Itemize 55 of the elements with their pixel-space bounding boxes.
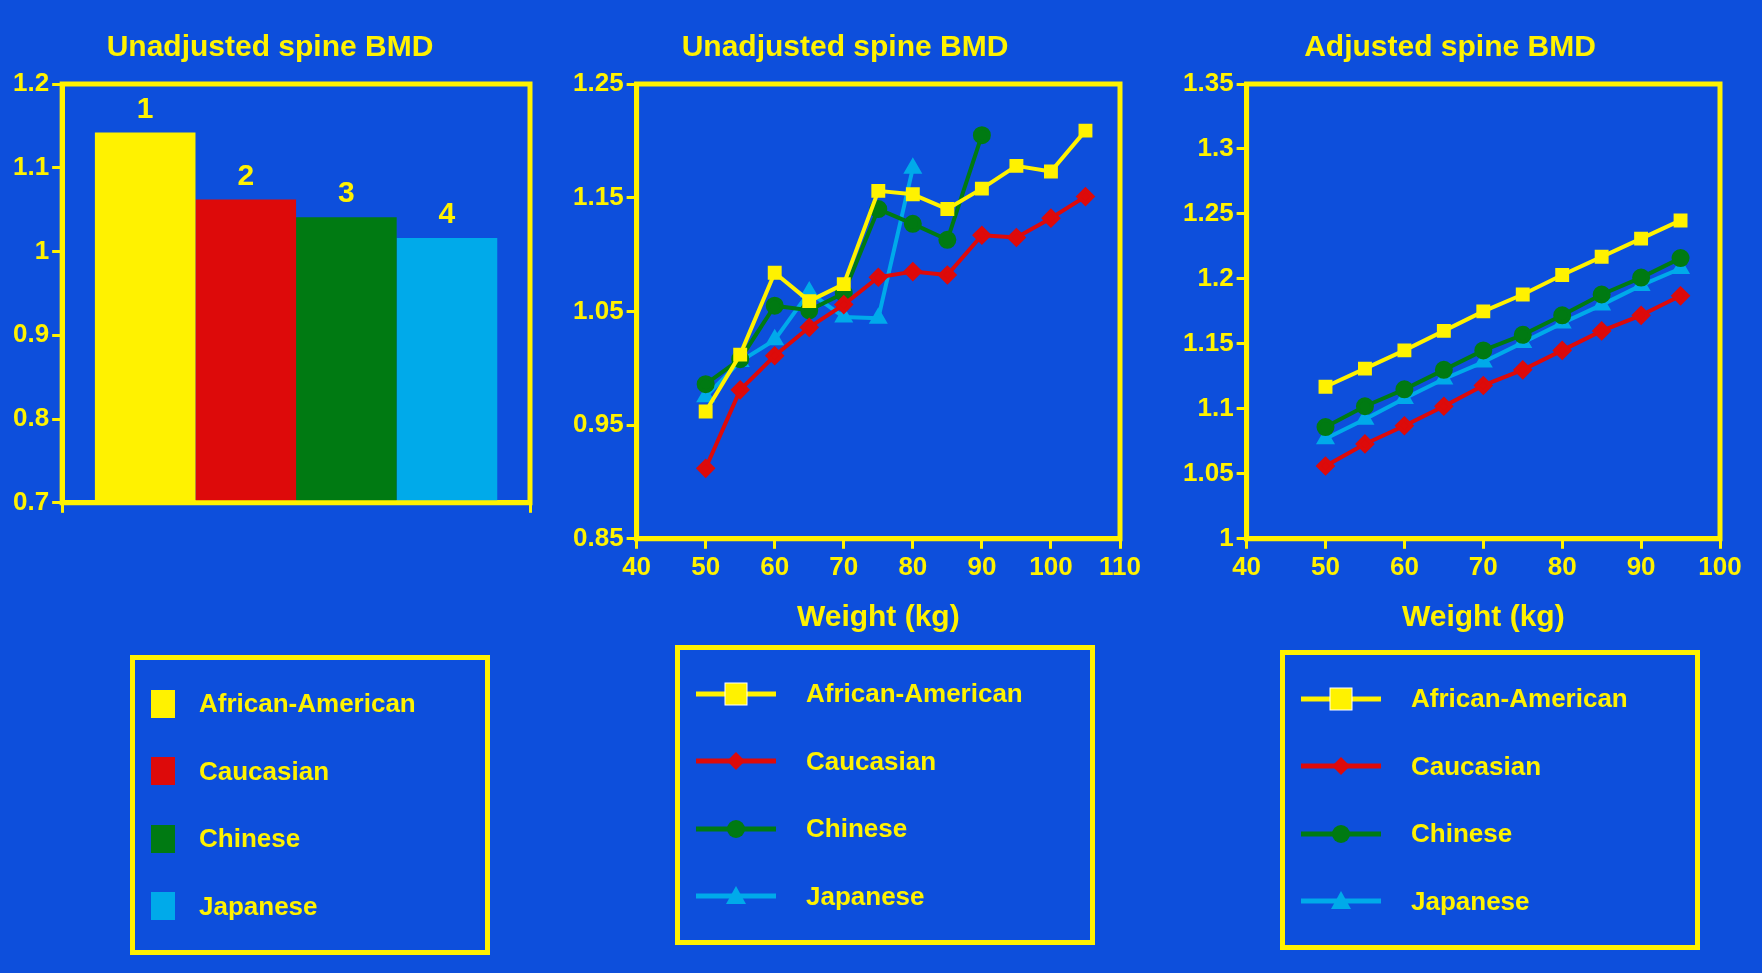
y-tick-label: 1.15: [1182, 327, 1234, 358]
legend-label: Caucasian: [199, 755, 330, 787]
x-axis-title: Weight (kg): [796, 599, 960, 633]
x-tick-label: 90: [1626, 550, 1656, 581]
legend-label: Chinese: [1411, 818, 1513, 850]
x-tick-label: 90: [967, 550, 997, 581]
legend-label: Caucasian: [806, 745, 937, 777]
x-tick-label: 60: [1389, 550, 1419, 581]
x-tick-label: 100: [1698, 550, 1742, 581]
legend-label: African-American: [806, 678, 1023, 710]
y-tick-label: 1.25: [1182, 197, 1234, 228]
x-tick-label: 80: [1547, 550, 1577, 581]
y-tick-label: 1.05: [1182, 457, 1234, 487]
annotation: 2: [237, 157, 255, 191]
legend-label: Japanese: [199, 890, 318, 922]
x-tick-label: 40: [1232, 550, 1262, 581]
legend-label: Chinese: [806, 813, 908, 845]
y-tick-label: 1.15: [572, 180, 624, 211]
y-tick-label: 1: [1219, 521, 1234, 552]
y-tick-label: 1.1: [12, 150, 50, 181]
legend-label: Japanese: [806, 880, 925, 912]
annotation: 4: [438, 196, 456, 230]
annotation: 1: [136, 90, 154, 124]
legend-label: Caucasian: [1411, 750, 1542, 782]
y-tick-label: 1.35: [1182, 67, 1234, 98]
legend-label: African-American: [199, 688, 416, 720]
x-tick-label: 70: [1468, 550, 1498, 581]
x-tick-label: 110: [1099, 550, 1141, 581]
x-tick-label: 80: [898, 550, 928, 581]
x-tick-label: 50: [1311, 550, 1340, 581]
y-tick-label: 1.3: [1197, 132, 1234, 163]
x-tick-label: 60: [760, 550, 790, 581]
y-tick-label: 1: [34, 234, 50, 265]
y-tick-label: 0.95: [572, 408, 624, 439]
chart-title: Adjusted spine BMD: [1304, 29, 1596, 63]
x-tick-label: 70: [829, 550, 859, 581]
y-tick-label: 0.85: [572, 521, 624, 552]
x-tick-label: 40: [622, 550, 652, 581]
y-tick-label: 1.2: [1197, 262, 1234, 293]
y-tick-label: 1.25: [572, 67, 624, 98]
annotation: 3: [338, 175, 355, 209]
y-tick-label: 0.8: [12, 402, 50, 433]
x-tick-label: 50: [691, 550, 721, 581]
chart-title: Unadjusted spine BMD: [681, 29, 1009, 63]
legend-label: Japanese: [1411, 885, 1530, 917]
legend-label: Chinese: [199, 823, 301, 855]
legend-label: African-American: [1411, 683, 1628, 715]
y-tick-label: 0.9: [12, 318, 50, 349]
y-tick-label: 1.2: [12, 67, 50, 98]
x-tick-label: 100: [1029, 550, 1073, 581]
y-tick-label: 1.1: [1197, 392, 1234, 423]
chart-title: Unadjusted spine BMD: [106, 29, 434, 63]
x-axis-title: Weight (kg): [1401, 599, 1565, 633]
y-tick-label: 1.05: [572, 294, 624, 325]
y-tick-label: 0.7: [12, 485, 50, 516]
